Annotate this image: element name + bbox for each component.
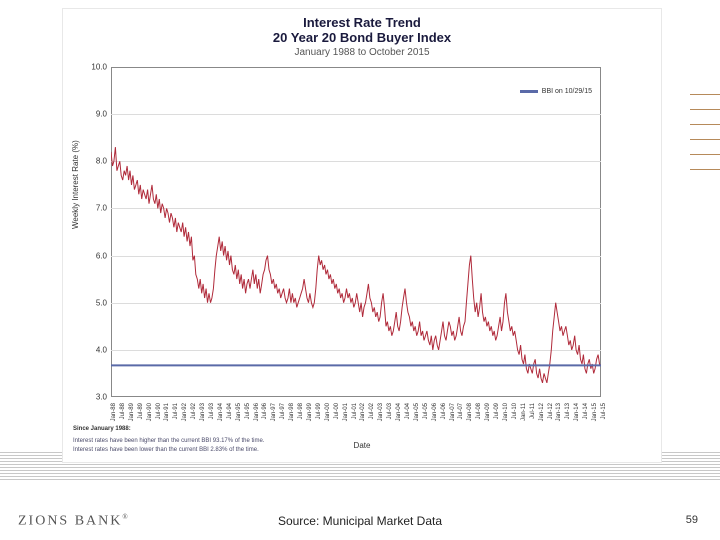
x-tick-label: Jan-97 <box>271 403 277 421</box>
x-tick-label: Jan-10 <box>503 403 509 421</box>
x-tick-label: Jul-01 <box>352 403 358 419</box>
decor-line <box>690 94 720 95</box>
x-tick-label: Jul-09 <box>494 403 500 419</box>
decor-line <box>690 109 720 110</box>
x-tick-label: Jan-96 <box>254 403 260 421</box>
x-tick-label: Jul-95 <box>245 403 251 419</box>
decor-line <box>0 470 720 471</box>
footnote-heading: Since January 1988: <box>73 425 264 435</box>
x-tick-label: Jul-00 <box>334 403 340 419</box>
footnote-line: Interest rates have been higher than the… <box>73 437 264 447</box>
x-tick-label: Jan-14 <box>574 403 580 421</box>
x-tick-label: Jan-88 <box>111 403 117 421</box>
x-tick-label: Jul-11 <box>530 403 536 419</box>
x-tick-label: Jan-91 <box>164 403 170 421</box>
y-tick-label: 6.0 <box>81 251 107 260</box>
footnote-line: Interest rates have been lower than the … <box>73 446 264 456</box>
chart-footnotes: Since January 1988: Interest rates have … <box>73 425 264 456</box>
x-tick-label: Jan-11 <box>521 403 527 421</box>
x-tick-label: Jul-05 <box>423 403 429 419</box>
slide-background: Interest Rate Trend 20 Year 20 Bond Buye… <box>0 0 720 540</box>
y-tick-label: 7.0 <box>81 204 107 213</box>
x-tick-label: Jul-90 <box>156 403 162 419</box>
x-tick-label: Jan-12 <box>539 403 545 421</box>
x-tick-label: Jan-92 <box>182 403 188 421</box>
x-tick-label: Jul-99 <box>316 403 322 419</box>
chart-container: Interest Rate Trend 20 Year 20 Bond Buye… <box>62 8 662 463</box>
x-tick-label: Jul-12 <box>548 403 554 419</box>
x-tick-label: Jan-08 <box>467 403 473 421</box>
y-tick-label: 9.0 <box>81 110 107 119</box>
x-tick-label: Jul-06 <box>441 403 447 419</box>
decor-line <box>0 464 720 465</box>
x-tick-label: Jan-06 <box>432 403 438 421</box>
x-tick-label: Jan-98 <box>289 403 295 421</box>
x-tick-label: Jul-94 <box>227 403 233 419</box>
x-tick-label: Jan-13 <box>556 403 562 421</box>
decor-line <box>690 124 720 125</box>
x-tick-label: Jan-02 <box>360 403 366 421</box>
decor-line <box>0 473 720 474</box>
x-tick-label: Jan-15 <box>592 403 598 421</box>
x-tick-label: Jul-13 <box>565 403 571 419</box>
x-tick-label: Jul-89 <box>138 403 144 419</box>
series-line <box>111 147 601 383</box>
x-tick-label: Jul-93 <box>209 403 215 419</box>
chart-title-block: Interest Rate Trend 20 Year 20 Bond Buye… <box>63 9 661 58</box>
decor-line <box>690 169 720 170</box>
x-tick-label: Jan-07 <box>450 403 456 421</box>
y-tick-label: 10.0 <box>81 63 107 72</box>
x-tick-label: Jul-10 <box>512 403 518 419</box>
decor-line <box>0 467 720 468</box>
y-tick-label: 4.0 <box>81 345 107 354</box>
x-tick-label: Jan-09 <box>485 403 491 421</box>
x-tick-label: Jan-05 <box>414 403 420 421</box>
x-tick-label: Jul-97 <box>280 403 286 419</box>
x-tick-label: Jul-14 <box>583 403 589 419</box>
decor-line <box>690 139 720 140</box>
x-tick-label: Jul-03 <box>387 403 393 419</box>
x-tick-label: Jul-92 <box>191 403 197 419</box>
y-tick-label: 5.0 <box>81 298 107 307</box>
y-axis-label: Weekly Interest Rate (%) <box>71 140 80 229</box>
x-tick-label: Jan-93 <box>200 403 206 421</box>
x-tick-label: Jul-07 <box>458 403 464 419</box>
x-tick-label: Jul-96 <box>262 403 268 419</box>
chart-subtitle: January 1988 to October 2015 <box>63 47 661 58</box>
decor-lines-right <box>690 80 720 260</box>
x-tick-label: Jul-98 <box>298 403 304 419</box>
decor-line <box>0 476 720 477</box>
chart-title-2: 20 Year 20 Bond Buyer Index <box>63 30 661 45</box>
x-tick-label: Jan-00 <box>325 403 331 421</box>
x-tick-label: Jan-99 <box>307 403 313 421</box>
line-chart-svg <box>111 67 601 397</box>
decor-line <box>690 154 720 155</box>
x-tick-label: Jul-88 <box>120 403 126 419</box>
x-tick-label: Jan-04 <box>396 403 402 421</box>
x-tick-label: Jul-15 <box>601 403 607 419</box>
x-tick-label: Jan-89 <box>129 403 135 421</box>
x-tick-label: Jan-95 <box>236 403 242 421</box>
x-tick-label: Jan-01 <box>343 403 349 421</box>
x-tick-label: Jul-02 <box>369 403 375 419</box>
y-tick-label: 8.0 <box>81 157 107 166</box>
x-tick-label: Jan-94 <box>218 403 224 421</box>
page-number: 59 <box>686 514 698 526</box>
chart-title-1: Interest Rate Trend <box>63 15 661 30</box>
x-tick-label: Jan-03 <box>378 403 384 421</box>
x-tick-label: Jul-08 <box>476 403 482 419</box>
source-label: Source: Municipal Market Data <box>0 514 720 528</box>
x-tick-label: Jul-04 <box>405 403 411 419</box>
x-tick-label: Jan-90 <box>147 403 153 421</box>
plot-area: 3.04.05.06.07.08.09.010.0 BBI on 10/29/1… <box>111 67 601 397</box>
x-tick-label: Jul-91 <box>173 403 179 419</box>
y-tick-label: 3.0 <box>81 393 107 402</box>
decor-line <box>0 479 720 480</box>
